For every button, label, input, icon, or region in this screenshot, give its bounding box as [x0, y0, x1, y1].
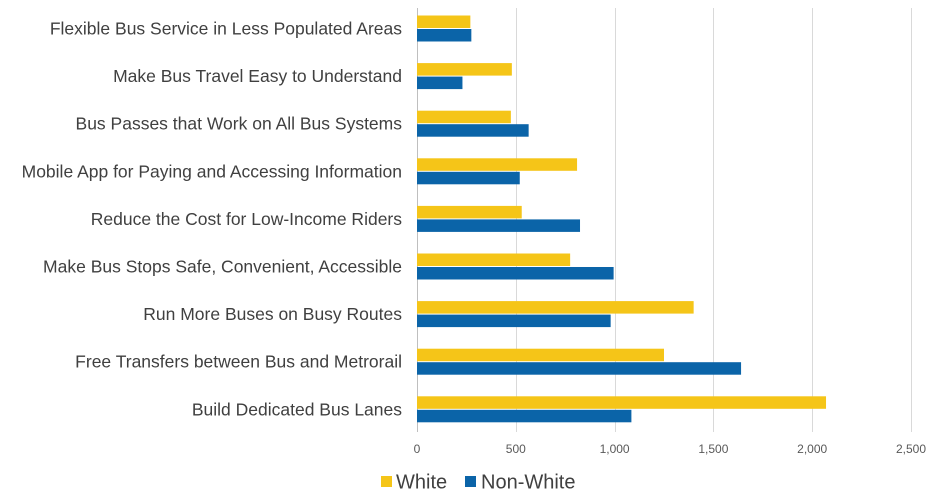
bar-non-white-2	[417, 124, 529, 137]
category-label: Make Bus Stops Safe, Convenient, Accessi…	[43, 257, 402, 277]
category-labels: Flexible Bus Service in Less Populated A…	[22, 19, 403, 420]
bar-white-7	[417, 348, 664, 362]
bar-non-white-4	[417, 219, 581, 232]
bar-non-white-1	[417, 76, 463, 90]
bar-white-6	[417, 301, 694, 314]
bar-white-2	[417, 110, 511, 124]
legend-label-white: White	[396, 472, 447, 494]
bar-white-8	[417, 396, 827, 409]
category-label: Bus Passes that Work on All Bus Systems	[76, 114, 403, 134]
gridlines	[417, 8, 912, 432]
category-label: Free Transfers between Bus and Metrorail	[75, 352, 402, 372]
category-label: Reduce the Cost for Low-Income Riders	[91, 209, 402, 229]
legend-swatch-non-white	[465, 476, 476, 487]
x-tick-labels: 0 500 1,000 1,500 2,000 2,500	[414, 442, 927, 456]
bar-non-white-6	[417, 314, 611, 328]
bar-white-0	[417, 15, 471, 28]
bar-white-5	[417, 253, 571, 266]
legend: White Non-White	[381, 472, 575, 494]
x-tick-label: 0	[414, 442, 421, 456]
category-label: Mobile App for Paying and Accessing Info…	[22, 161, 402, 181]
bar-non-white-7	[417, 362, 742, 375]
bar-non-white-3	[417, 171, 520, 185]
bar-white-3	[417, 158, 578, 171]
legend-swatch-white	[381, 476, 392, 487]
category-label: Make Bus Travel Easy to Understand	[113, 66, 402, 86]
x-tick-label: 1,500	[698, 442, 728, 456]
x-tick-label: 2,000	[797, 442, 827, 456]
category-label: Build Dedicated Bus Lanes	[192, 399, 402, 419]
x-tick-label: 1,000	[600, 442, 630, 456]
bar-non-white-8	[417, 409, 632, 423]
category-label: Flexible Bus Service in Less Populated A…	[50, 19, 402, 39]
bar-non-white-0	[417, 29, 472, 42]
bar-white-1	[417, 63, 512, 76]
x-tick-label: 500	[506, 442, 526, 456]
bar-non-white-5	[417, 267, 614, 280]
bar-white-4	[417, 205, 522, 219]
category-label: Run More Buses on Busy Routes	[143, 304, 402, 324]
legend-label-non-white: Non-White	[481, 472, 575, 494]
x-tick-label: 2,500	[896, 442, 926, 456]
bars	[417, 15, 827, 423]
